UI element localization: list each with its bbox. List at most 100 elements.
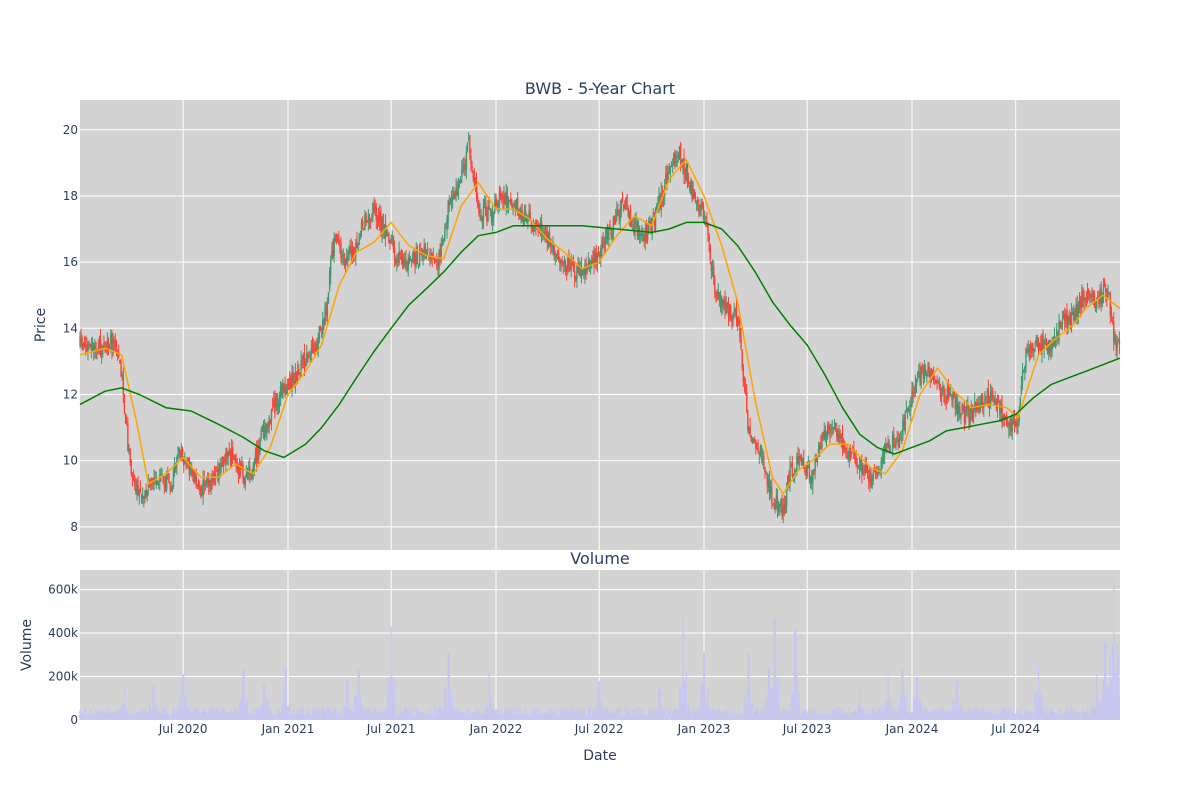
volume-bar <box>763 711 765 720</box>
volume-bar <box>692 707 694 720</box>
candle-body <box>356 241 358 248</box>
volume-bar <box>839 714 841 720</box>
candle-body <box>470 155 472 164</box>
volume-bar <box>452 697 454 720</box>
volume-bar <box>1098 707 1100 720</box>
volume-bar <box>599 680 601 720</box>
volume-bar <box>1012 713 1015 720</box>
volume-bar <box>726 708 728 720</box>
candle-body <box>131 475 134 478</box>
candle-body <box>308 355 310 358</box>
candle-body <box>181 449 184 457</box>
volume-bar <box>551 709 553 720</box>
volume-bar <box>351 710 353 720</box>
volume-bar <box>895 713 897 720</box>
volume-bar <box>238 704 241 720</box>
candle-body <box>398 251 400 263</box>
volume-bar <box>365 709 367 720</box>
candle-body <box>279 386 282 397</box>
volume-bar <box>873 714 875 720</box>
volume-bar <box>884 702 886 720</box>
volume-bar <box>528 714 530 720</box>
candle-body <box>732 315 734 320</box>
candle-body <box>967 404 969 411</box>
volume-bar <box>433 707 436 720</box>
candle-body <box>103 343 105 345</box>
candle-body <box>747 412 749 431</box>
candle-body <box>445 227 447 229</box>
candle-body <box>945 401 947 404</box>
volume-bar <box>1104 641 1106 720</box>
volume-bar <box>172 708 175 720</box>
volume-bar <box>466 709 469 720</box>
volume-bar <box>1111 645 1114 720</box>
candle-body <box>210 478 212 491</box>
candle-body <box>285 387 287 394</box>
volume-bar <box>980 709 983 720</box>
candle-body <box>813 470 815 473</box>
candle-body <box>852 450 854 452</box>
volume-bar <box>330 709 332 720</box>
volume-bar <box>635 707 637 720</box>
volume-bar <box>215 712 217 720</box>
volume-bar <box>526 710 528 720</box>
candle-body <box>686 164 689 184</box>
volume-bar <box>403 710 405 720</box>
volume-bar <box>194 710 196 720</box>
volume-bar <box>928 711 930 720</box>
volume-bar <box>355 694 357 720</box>
candle-body <box>175 465 177 469</box>
volume-bar <box>751 704 754 720</box>
candle-body <box>869 471 871 483</box>
candle-body <box>177 453 179 457</box>
volume-bar <box>1085 712 1087 720</box>
volume-bar <box>773 617 775 720</box>
volume-bar <box>1084 711 1086 720</box>
candle-body <box>99 338 102 355</box>
candle-body <box>261 427 264 432</box>
candle-body <box>164 485 167 488</box>
volume-bar <box>411 706 413 720</box>
candle-body <box>490 211 493 221</box>
volume-bar <box>498 715 501 720</box>
candle-body <box>754 439 756 441</box>
volume-bar <box>199 712 201 720</box>
candle-body <box>893 433 895 440</box>
volume-bar <box>814 707 816 720</box>
candle-body <box>456 190 458 195</box>
candle-body <box>87 343 89 352</box>
volume-bar <box>212 708 214 720</box>
candle-body <box>873 469 876 472</box>
volume-bar <box>181 674 184 720</box>
candle-body <box>1073 312 1075 320</box>
volume-bar <box>374 707 376 720</box>
volume-bar <box>961 709 963 720</box>
candle-body <box>619 208 621 221</box>
volume-bar <box>327 707 330 720</box>
candle-body <box>486 213 488 221</box>
volume-bar <box>721 710 723 720</box>
volume-bar <box>1027 712 1029 720</box>
candle-body <box>532 228 535 232</box>
volume-bar <box>1083 708 1085 720</box>
candle-body <box>939 389 942 398</box>
volume-bar <box>862 707 864 720</box>
volume-bar <box>624 708 626 720</box>
candle-body <box>803 459 805 469</box>
candle-body <box>572 262 575 271</box>
candle-body <box>552 244 554 246</box>
candle-body <box>173 462 176 472</box>
candle-body <box>416 246 419 265</box>
volume-bar <box>538 714 540 720</box>
volume-bar <box>481 714 483 720</box>
candle-body <box>658 195 660 206</box>
volume-bar <box>685 670 687 720</box>
volume-bar <box>122 704 124 720</box>
volume-bar <box>448 652 450 720</box>
volume-bar <box>555 714 558 720</box>
volume-y-tick-label: 400k <box>48 626 78 640</box>
candle-body <box>170 490 172 492</box>
candle-body <box>823 429 825 437</box>
volume-bar <box>291 714 293 720</box>
candle-body <box>344 261 347 266</box>
